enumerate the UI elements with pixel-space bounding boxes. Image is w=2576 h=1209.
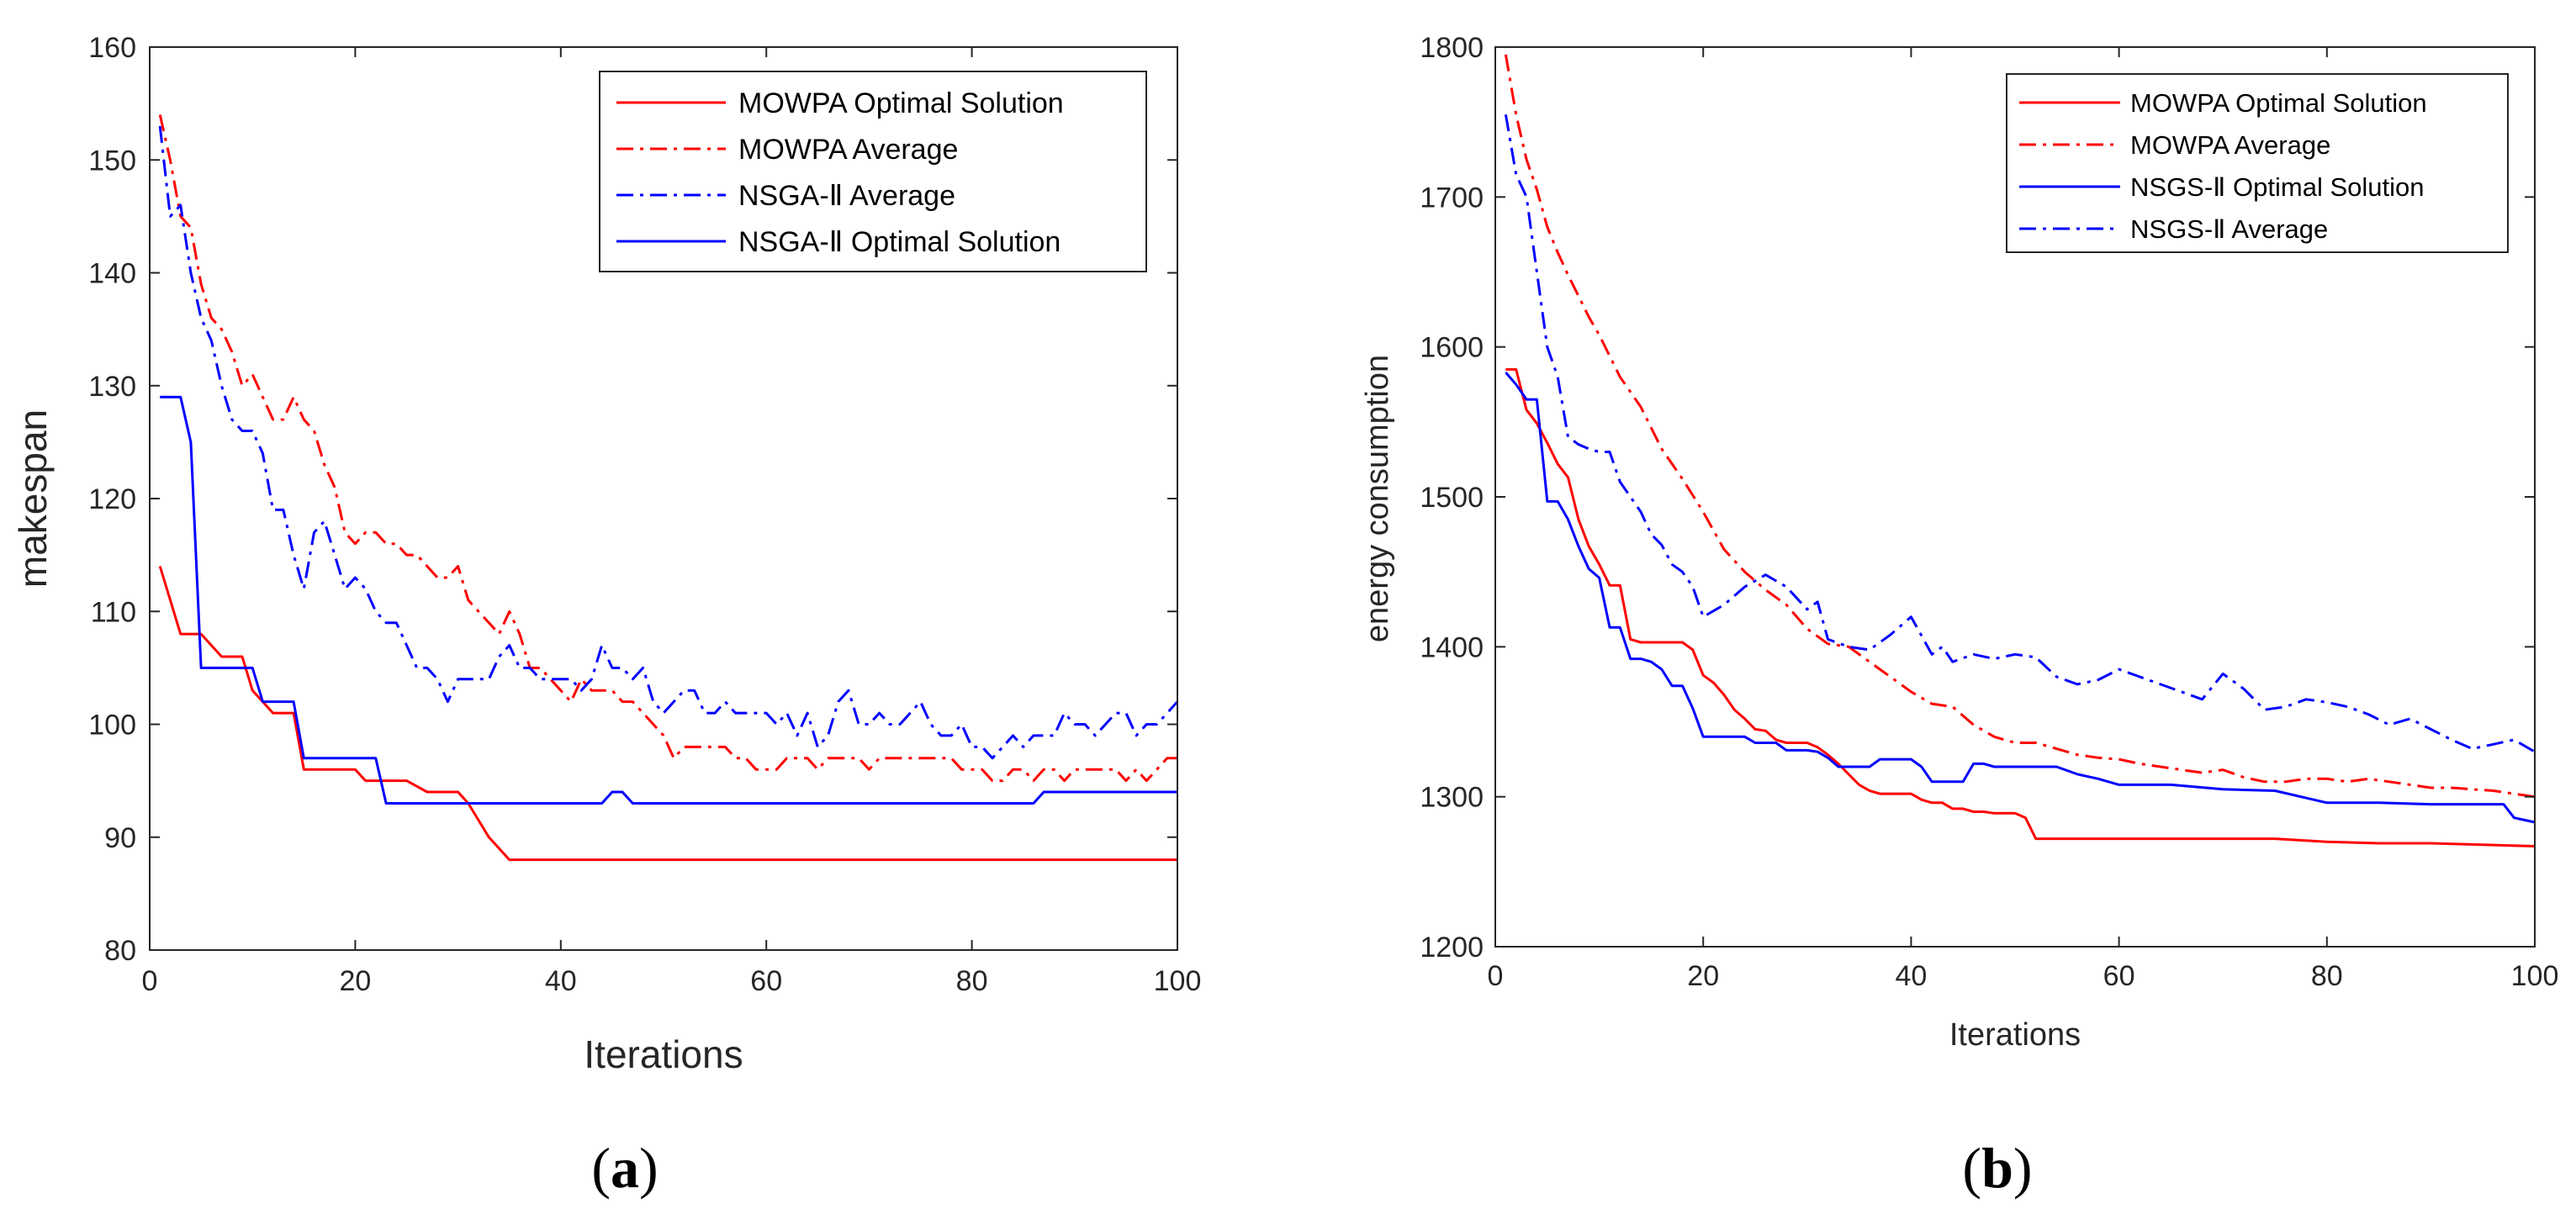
series-line-a-0 — [158, 566, 1177, 862]
legend-label-mowpa-average: MOWPA Average — [738, 134, 958, 166]
legend-label-nsgs-average-b: NSGS-Ⅱ Average — [2130, 214, 2328, 244]
x-tick-label: 0 — [142, 965, 158, 997]
y-tick-label: 1700 — [1420, 182, 1484, 214]
y-ticks-a: 80 90 100 110 120 130 140 150 160 — [88, 32, 1177, 967]
series-line-a-3 — [160, 395, 1177, 805]
x-axis-label-b: Iterations — [1949, 1017, 2081, 1053]
series-line-b-2 — [1505, 372, 2536, 824]
y-tick-label: 80 — [104, 935, 136, 967]
y-axis-label-a: makespan — [11, 409, 55, 588]
y-tick-label: 110 — [91, 596, 136, 628]
legend-label-mowpa-optimal: MOWPA Optimal Solution — [738, 87, 1064, 119]
y-tick-label: 140 — [88, 258, 136, 290]
legend-a: MOWPA Optimal Solution MOWPA Average NSG… — [599, 71, 1147, 272]
y-tick-label: 90 — [104, 822, 136, 854]
legend-label-nsgs-optimal-b: NSGS-Ⅱ Optimal Solution — [2130, 172, 2425, 202]
chart-panel-b: 0 20 40 60 80 100 1200 1300 1400 1500 1600 1700 180… — [1360, 32, 2558, 1200]
legend-b: MOWPA Optimal Solution MOWPA Average NSG… — [2006, 73, 2509, 253]
panel-label-b: (b) — [1962, 1136, 2032, 1200]
x-tick-label: 100 — [1154, 965, 1202, 997]
x-tick-label: 20 — [339, 965, 371, 997]
y-tick-label: 150 — [88, 145, 136, 177]
y-tick-label: 100 — [88, 710, 136, 742]
y-ticks-b: 1200 1300 1400 1500 1600 1700 1800 — [1420, 32, 2535, 964]
series-layer-b — [1504, 54, 2536, 847]
y-tick-label: 1400 — [1420, 631, 1484, 663]
x-tick-label: 80 — [2311, 960, 2343, 992]
panel-label-a: (a) — [591, 1136, 658, 1200]
y-tick-label: 160 — [88, 32, 136, 64]
y-tick-label: 1800 — [1420, 32, 1484, 64]
chart-panel-a: 0 20 40 60 80 100 80 90 100 110 120 130 140 150 160 I… — [11, 32, 1201, 1200]
legend-label-mowpa-average-b: MOWPA Average — [2130, 130, 2330, 160]
series-line-b-0 — [1505, 367, 2536, 847]
legend-label-mowpa-optimal-b: MOWPA Optimal Solution — [2130, 88, 2427, 118]
x-tick-label: 80 — [956, 965, 988, 997]
series-line-a-2 — [158, 125, 1179, 760]
y-tick-label: 120 — [88, 483, 136, 515]
legend-label-nsga-average: NSGA-Ⅱ Average — [738, 180, 955, 212]
series-line-b-3 — [1504, 114, 2536, 753]
legend-label-nsga-optimal: NSGA-Ⅱ Optimal Solution — [738, 226, 1061, 258]
x-ticks-b: 0 20 40 60 80 100 — [1488, 47, 2559, 992]
y-tick-label: 130 — [88, 371, 136, 403]
series-line-a-1 — [158, 114, 1177, 783]
x-axis-label-a: Iterations — [584, 1032, 743, 1076]
y-axis-label-b: energy consumption — [1360, 355, 1395, 642]
y-tick-label: 1600 — [1420, 332, 1484, 364]
y-tick-label: 1500 — [1420, 482, 1484, 514]
y-tick-label: 1300 — [1420, 782, 1484, 814]
y-tick-label: 1200 — [1420, 932, 1484, 964]
x-tick-label: 40 — [1895, 960, 1927, 992]
x-tick-label: 20 — [1687, 960, 1719, 992]
series-layer-a — [158, 114, 1179, 862]
x-tick-label: 100 — [2511, 960, 2559, 992]
x-ticks-a: 0 20 40 60 80 100 — [142, 47, 1202, 997]
x-tick-label: 60 — [2103, 960, 2135, 992]
x-tick-label: 40 — [545, 965, 577, 997]
legend-box-a — [599, 71, 1147, 272]
x-tick-label: 0 — [1488, 960, 1504, 992]
x-tick-label: 60 — [750, 965, 782, 997]
